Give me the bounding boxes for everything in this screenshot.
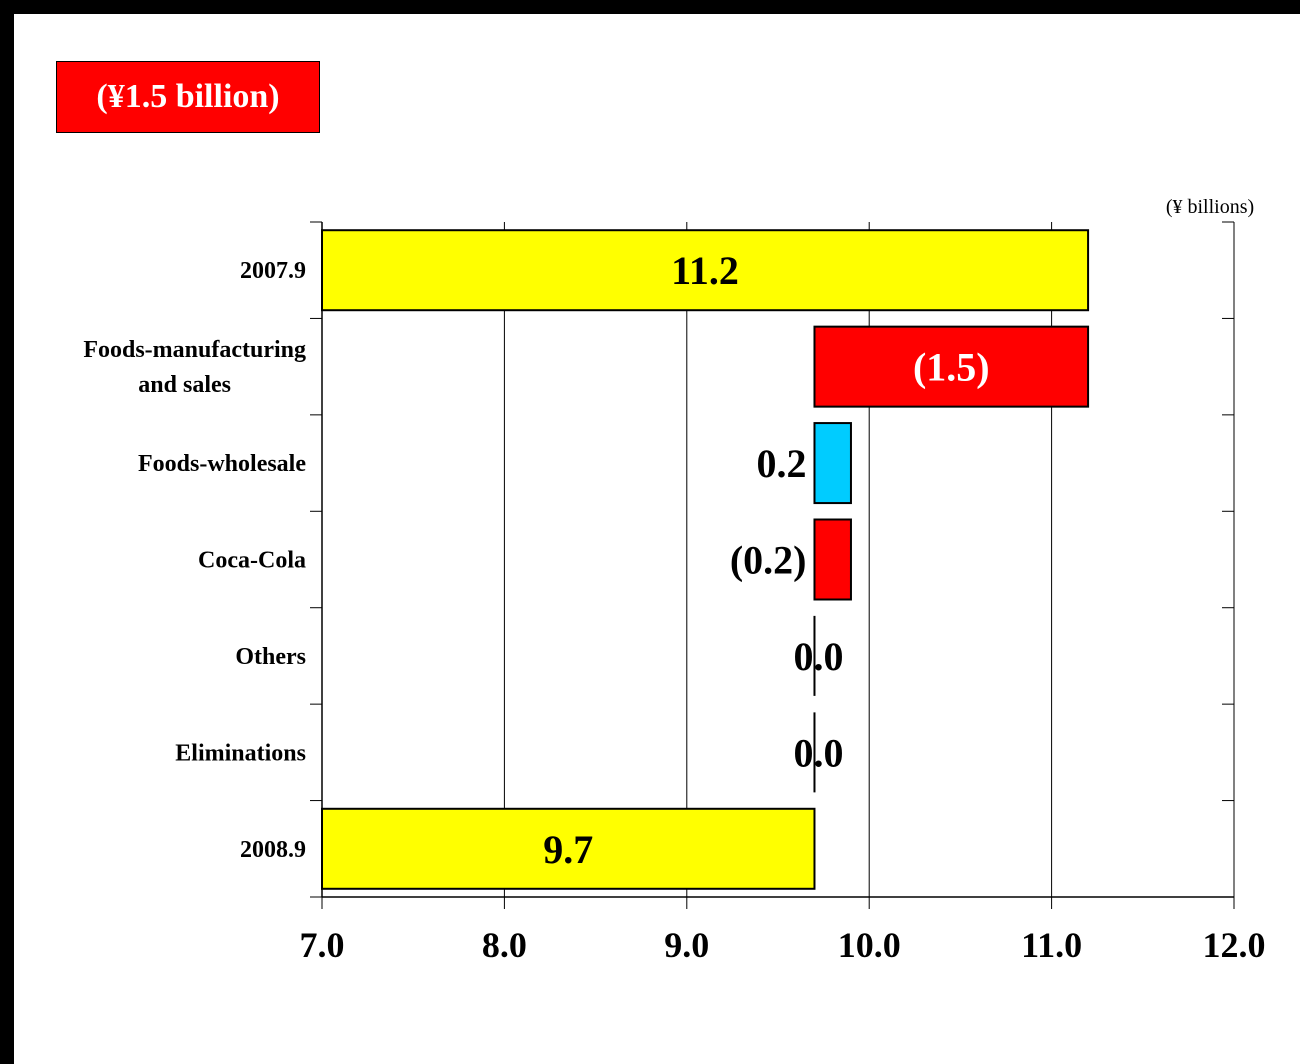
label-layer: 11.2 2007.9 (1.5) Foods-manufacturing and sa… <box>83 248 989 872</box>
x-tick-label: 12.0 <box>1203 925 1266 965</box>
data-label: 9.7 <box>543 827 593 872</box>
change-badge: (¥1.5 billion) <box>56 61 320 133</box>
data-label: 11.2 <box>671 248 739 293</box>
category-label: Foods-wholesale <box>138 451 306 477</box>
grid-layer <box>503 222 1235 897</box>
category-label: 2008.9 <box>240 837 306 863</box>
data-label: (0.2) <box>730 538 807 583</box>
x-tick-label: 10.0 <box>838 925 901 965</box>
x-tick-label: 7.0 <box>300 925 345 965</box>
bar-layer <box>321 229 1090 890</box>
bar <box>321 807 816 890</box>
category-label: Coca-Cola <box>198 548 306 574</box>
data-label: (1.5) <box>913 345 990 390</box>
category-label: Eliminations <box>175 740 306 766</box>
category-label: Foods-manufacturing and sales <box>83 337 306 398</box>
data-label: 0.2 <box>756 441 806 486</box>
data-label: 0.0 <box>793 634 843 679</box>
axis-layer: 7.0 8.0 9.0 10.0 11.0 12.0 <box>300 221 1266 965</box>
category-label: Others <box>235 644 306 670</box>
bar <box>813 422 852 505</box>
data-label: 0.0 <box>793 730 843 775</box>
x-tick-label: 11.0 <box>1021 925 1082 965</box>
category-label: 2007.9 <box>240 258 306 284</box>
unit-label: (¥ billions) <box>1165 196 1255 218</box>
bar <box>813 518 852 601</box>
x-tick-label: 8.0 <box>482 925 527 965</box>
bar <box>321 229 1090 312</box>
x-tick-label: 9.0 <box>664 925 709 965</box>
bar <box>813 325 1090 408</box>
